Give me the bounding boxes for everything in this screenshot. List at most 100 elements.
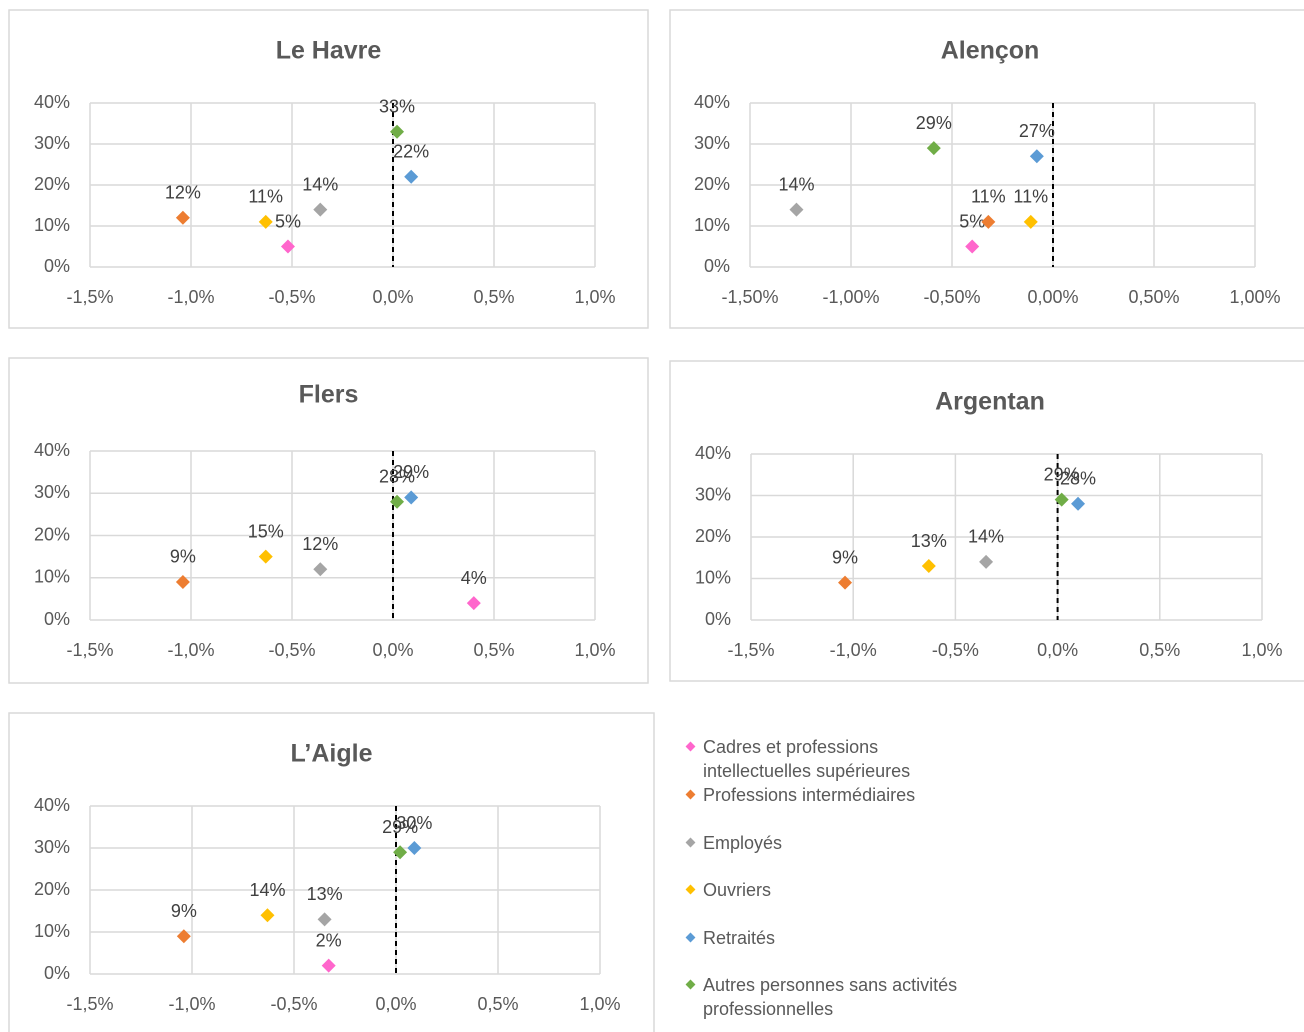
chart-title: Alençon — [941, 37, 1040, 65]
y-tick-label: 10% — [34, 921, 70, 941]
point — [404, 169, 419, 184]
data-label: 15% — [248, 521, 284, 541]
panel — [669, 9, 1304, 329]
data-label: 22% — [393, 142, 429, 162]
data-label: 5% — [275, 211, 301, 231]
point — [321, 958, 336, 973]
y-tick-label: 0% — [704, 256, 730, 276]
chart-title: L’Aigle — [291, 740, 373, 768]
point — [280, 239, 295, 254]
data-label: 29% — [916, 113, 952, 133]
point — [921, 559, 936, 574]
data-label: 28% — [379, 466, 415, 486]
point — [965, 239, 980, 254]
legend-swatch — [685, 979, 696, 990]
y-tick-label: 20% — [34, 174, 70, 194]
panel — [8, 357, 649, 684]
x-tick-label: 0,0% — [372, 640, 413, 660]
point — [176, 929, 191, 944]
point — [313, 202, 328, 217]
data-label: 29% — [1044, 464, 1080, 484]
data-label: 4% — [461, 568, 487, 588]
data-label: 5% — [959, 211, 985, 231]
y-tick-label: 0% — [44, 963, 70, 983]
point — [979, 554, 994, 569]
data-label: 9% — [171, 901, 197, 921]
point — [404, 490, 419, 505]
point — [260, 908, 275, 923]
panel — [8, 712, 655, 1032]
data-label: 9% — [170, 547, 196, 567]
x-tick-label: 1,0% — [574, 287, 615, 307]
y-tick-label: 20% — [34, 879, 70, 899]
legend-label: Professions intermédiaires — [703, 785, 916, 805]
data-label: 11% — [971, 187, 1006, 207]
y-tick-label: 30% — [695, 484, 731, 504]
x-tick-label: -1,5% — [66, 994, 113, 1014]
data-label: 14% — [968, 527, 1004, 547]
y-tick-label: 40% — [34, 795, 70, 815]
x-tick-label: -1,0% — [830, 640, 877, 660]
legend-label: Autres personnes sans activités professi… — [703, 975, 958, 1019]
point — [926, 141, 941, 156]
data-label: 9% — [832, 547, 858, 567]
y-tick-label: 30% — [694, 133, 730, 153]
x-tick-label: 1,0% — [574, 640, 615, 660]
y-tick-label: 0% — [44, 609, 70, 629]
x-tick-label: 0,50% — [1128, 287, 1179, 307]
point — [390, 124, 405, 139]
point — [258, 549, 273, 564]
legend-label: Employés — [703, 833, 783, 853]
x-tick-label: -0,5% — [268, 287, 315, 307]
data-label: 12% — [165, 183, 201, 203]
data-label: 29% — [382, 817, 418, 837]
data-label: 13% — [911, 531, 947, 551]
data-label: 14% — [249, 880, 285, 900]
point — [1054, 492, 1069, 507]
data-label: 28% — [1060, 469, 1096, 489]
data-label: 27% — [1019, 121, 1055, 141]
legend-item: Employés — [685, 831, 963, 855]
chart-title: Flers — [299, 381, 359, 409]
x-tick-label: 0,5% — [473, 640, 514, 660]
legend-swatch — [685, 837, 696, 848]
legend-label: Retraités — [703, 928, 776, 948]
point — [175, 574, 190, 589]
data-label: 33% — [379, 96, 415, 116]
y-tick-label: 10% — [694, 215, 730, 235]
y-tick-label: 10% — [34, 215, 70, 235]
x-tick-label: 0,5% — [477, 994, 518, 1014]
legend-swatch — [685, 789, 696, 800]
y-tick-label: 40% — [34, 440, 70, 460]
x-tick-label: -1,5% — [727, 640, 774, 660]
point — [407, 841, 422, 855]
legend-swatch — [685, 741, 696, 752]
y-tick-label: 40% — [695, 443, 731, 463]
chart-title: Le Havre — [276, 37, 382, 65]
data-label: 14% — [302, 174, 338, 194]
legend-label: Cadres et professions intellectuelles su… — [703, 737, 911, 781]
legend-item: Professions intermédiaires — [685, 783, 963, 807]
y-tick-label: 20% — [34, 524, 70, 544]
data-label: 2% — [316, 930, 342, 950]
data-label: 11% — [1013, 187, 1048, 207]
x-tick-label: -0,5% — [932, 640, 979, 660]
y-tick-label: 40% — [34, 92, 70, 112]
point — [393, 845, 408, 860]
data-label: 13% — [307, 884, 343, 904]
legend-swatch — [685, 884, 696, 895]
x-tick-label: -1,50% — [721, 287, 778, 307]
x-tick-label: -1,5% — [66, 640, 113, 660]
point — [390, 494, 405, 509]
y-tick-label: 30% — [34, 837, 70, 857]
data-label: 30% — [396, 813, 432, 833]
point — [1071, 496, 1086, 511]
y-tick-label: 0% — [705, 609, 731, 629]
data-label: 11% — [248, 187, 283, 207]
legend-item: Ouvriers — [685, 878, 963, 902]
point — [1023, 214, 1038, 229]
data-label: 14% — [778, 174, 814, 194]
y-tick-label: 30% — [34, 133, 70, 153]
x-tick-label: 0,0% — [375, 994, 416, 1014]
x-tick-label: -1,0% — [167, 287, 214, 307]
